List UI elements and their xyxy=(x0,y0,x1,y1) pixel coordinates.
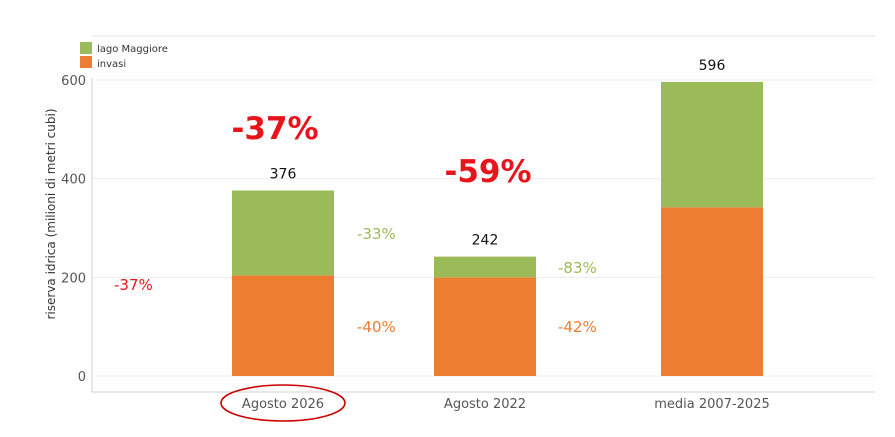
invasi-change-2026: -40% xyxy=(357,318,396,336)
y-tick-label: 400 xyxy=(61,173,86,188)
bar-segment-lago-maggiore xyxy=(232,190,334,276)
total-labels: 376 242 596 xyxy=(270,58,726,249)
y-tick-label: 0 xyxy=(78,370,86,385)
legend-label-invasi: invasi xyxy=(97,59,126,70)
lago-change-2022: -83% xyxy=(558,259,597,277)
legend-swatch-lago xyxy=(80,42,92,54)
legend-label-lago: lago Maggiore xyxy=(97,44,168,55)
bar-segment-lago-maggiore xyxy=(434,256,536,278)
bar-segment-invasi xyxy=(434,277,536,376)
legend: lago Maggiore invasi xyxy=(80,42,168,70)
big-change-2026: -37% xyxy=(231,111,318,147)
highlight-ellipse xyxy=(220,384,346,422)
total-label: 596 xyxy=(699,58,726,74)
bars xyxy=(232,81,763,376)
category-label: Agosto 2026 xyxy=(242,397,324,412)
bar-segment-lago-maggiore xyxy=(661,81,763,208)
total-label: 376 xyxy=(270,167,297,183)
total-label: 242 xyxy=(472,233,499,249)
category-label: Agosto 2022 xyxy=(444,397,526,412)
bar-segment-invasi xyxy=(661,207,763,376)
left-change-annotation: -37% xyxy=(114,276,153,294)
y-tick-label: 600 xyxy=(61,74,86,89)
invasi-change-2022: -42% xyxy=(558,318,597,336)
category-labels: Agosto 2026 Agosto 2022 media 2007-2025 xyxy=(242,397,770,412)
bar-segment-invasi xyxy=(232,275,334,376)
y-tick-label: 200 xyxy=(61,271,86,286)
category-label: media 2007-2025 xyxy=(654,397,769,412)
y-axis-label: riserva idrica (milioni di metri cubi) xyxy=(44,108,58,319)
big-change-2022: -59% xyxy=(444,154,531,190)
y-tick-labels: 0 200 400 600 xyxy=(61,74,86,385)
legend-swatch-invasi xyxy=(80,56,92,68)
lago-change-2026: -33% xyxy=(357,225,396,243)
